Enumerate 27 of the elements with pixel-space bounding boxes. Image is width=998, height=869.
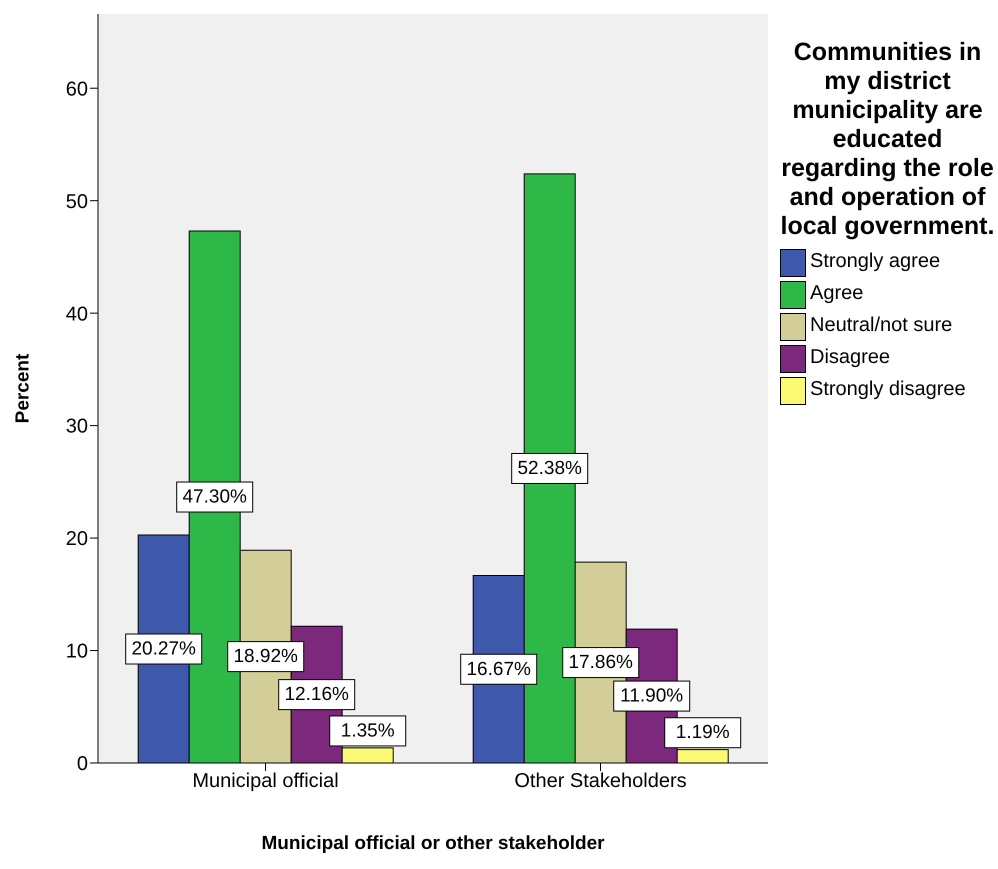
data-label: 47.30% bbox=[182, 486, 248, 508]
data-label: 1.19% bbox=[676, 722, 730, 744]
legend-label: Strongly agree bbox=[810, 249, 940, 273]
y-tick-label: 20 bbox=[66, 528, 88, 550]
legend-label: Agree bbox=[810, 281, 864, 305]
data-label: 17.86% bbox=[568, 652, 634, 674]
x-tick-label: Other Stakeholders bbox=[514, 770, 687, 792]
legend-title: Communities in my district municipality are educated regarding the role and operation of local government. bbox=[780, 38, 995, 241]
data-label: 52.38% bbox=[517, 458, 582, 479]
legend-label: Neutral/not sure bbox=[810, 313, 952, 337]
y-tick-label: 60 bbox=[66, 78, 88, 100]
data-label: 1.35% bbox=[340, 720, 395, 742]
y-tick-label: 10 bbox=[66, 640, 88, 663]
y-tick-label: 0 bbox=[76, 753, 88, 776]
legend-label: Disagree bbox=[810, 345, 890, 369]
y-tick-label: 50 bbox=[66, 190, 88, 213]
legend-label: Strongly disagree bbox=[810, 377, 966, 401]
x-tick-label: Municipal official bbox=[192, 770, 339, 792]
data-label: 20.27% bbox=[131, 638, 196, 660]
x-axis-title: Municipal official or other stakeholder bbox=[261, 833, 606, 854]
data-label: 11.90% bbox=[620, 686, 684, 707]
y-axis-title: Percent bbox=[12, 352, 34, 424]
data-label: 16.67% bbox=[466, 658, 532, 680]
data-label: 18.92% bbox=[233, 646, 298, 668]
y-tick-label: 40 bbox=[66, 303, 88, 326]
y-tick-label: 30 bbox=[66, 416, 88, 438]
data-label: 12.16% bbox=[284, 684, 350, 706]
